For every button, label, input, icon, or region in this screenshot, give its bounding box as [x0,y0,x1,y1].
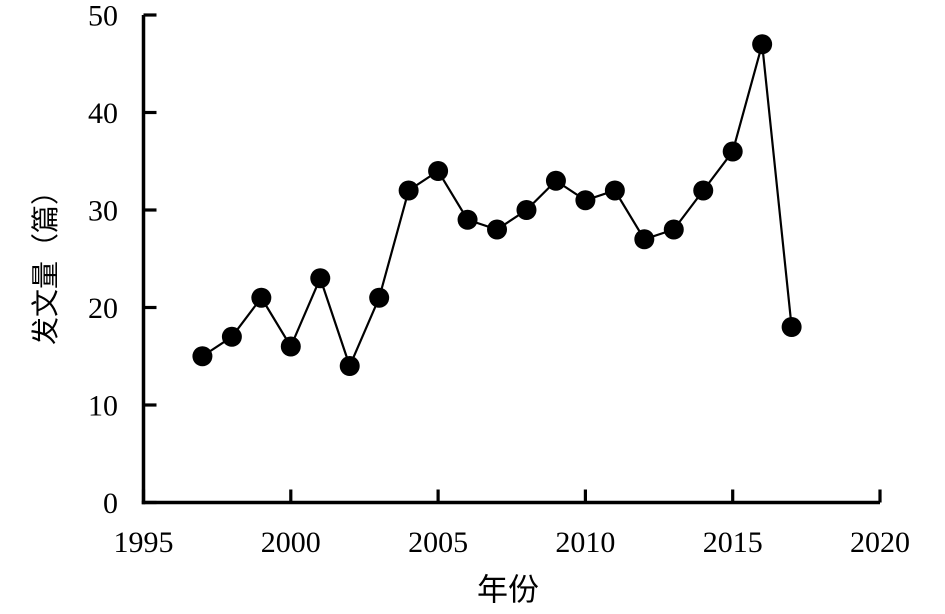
data-point [221,326,242,347]
y-tick-label: 30 [88,195,118,228]
data-point [781,317,802,337]
x-tick-label: 1995 [114,526,174,559]
data-point [280,336,301,357]
data-point [575,190,596,211]
data-point [428,161,449,181]
data-point [604,180,625,201]
data-point [192,346,213,367]
y-tick-label: 40 [88,97,118,130]
x-tick-label: 2015 [703,526,763,559]
y-tick-label: 20 [88,292,118,325]
data-point [339,356,360,376]
x-axis-title: 年份 [477,572,539,608]
series-line [201,43,793,370]
data-point [310,268,331,289]
x-tick-label: 2020 [850,526,910,559]
data-point [545,170,566,191]
x-tick-label: 2000 [261,526,321,559]
data-point [251,287,272,308]
x-tick-label: 2005 [408,526,468,559]
y-axis-title: 发文量（篇） [31,176,62,346]
data-point [752,34,773,55]
data-point [634,229,655,250]
y-tick-label: 0 [103,487,118,520]
y-tick-label: 50 [88,0,118,33]
y-tick-label: 10 [88,390,118,423]
data-point [487,219,508,240]
data-point [516,200,537,220]
data-point [693,180,714,201]
data-point [722,141,743,162]
data-point [663,219,684,240]
data-point [457,209,478,230]
x-tick-label: 2010 [555,526,615,559]
data-point [369,287,390,308]
data-point [398,180,419,201]
